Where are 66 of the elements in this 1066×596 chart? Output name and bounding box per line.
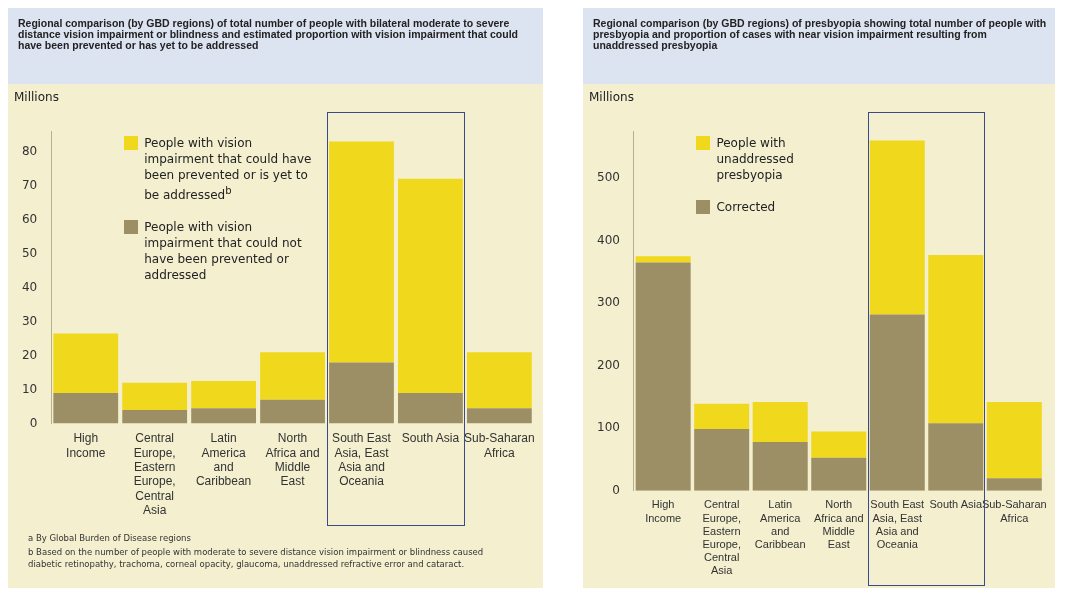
x-tick-label: South East Asia, East Asia and Oceania: [870, 498, 925, 551]
y-tick-label: 40: [21, 279, 38, 294]
bar: [752, 401, 808, 443]
y-tick-label: 30: [21, 313, 38, 328]
bar: [635, 256, 691, 263]
chart-title: Regional comparison (by GBD regions) of total number of people with bilateral moderate to severe distance vision impairment or blindness and estimated proportion with vision impairment that could have been prevented or has yet to be addressed: [8, 8, 543, 84]
bar: [869, 314, 925, 491]
y-tick-label: 400: [597, 232, 620, 247]
x-tick-label: Latin America and Caribbean: [754, 498, 806, 551]
text: a By Global Burden of Disease regions: [27, 532, 192, 544]
legend-label: Corrected: [716, 199, 776, 216]
bar: [811, 457, 867, 491]
chart-title: Regional comparison (by GBD regions) of presbyopia showing total number of people with presbyopia and proportion of cases with near vision impairment resulting from unaddressed presbyopia: [583, 8, 1055, 84]
bar: [986, 478, 1042, 491]
y-tick-label: 200: [597, 357, 620, 372]
bar: [398, 393, 463, 424]
bar: [122, 410, 188, 424]
x-tick-label: Latin America and Caribbean: [195, 431, 252, 489]
bar: [466, 352, 532, 409]
y-tick-label: 300: [597, 295, 620, 310]
y-tick-label: 50: [21, 245, 38, 260]
bar: [122, 382, 188, 410]
y-tick-label: 500: [597, 170, 620, 185]
bar: [635, 262, 691, 491]
x-tick-label: North Africa and Middle East: [265, 431, 320, 489]
legend-label: People with vision impairment that could not have been prevented or addressed: [144, 219, 303, 284]
bar: [329, 362, 394, 424]
bar: [191, 408, 257, 424]
y-tick-label: 10: [21, 381, 38, 396]
bar: [752, 442, 808, 491]
text: b Based on the number of people with moderate to severe distance vision impairment or blindness caused diabetic retinopathy, trachoma, corneal opacity, glaucoma, unaddressed refractive error and cataract.: [27, 546, 485, 570]
y-axis-title: Millions: [588, 89, 635, 106]
x-tick-label: Central Europe, Eastern Europe, Central Asia: [133, 431, 176, 518]
x-tick-label: High Income: [66, 431, 106, 460]
x-tick-label: Central Europe, Eastern Europe, Central Asia: [702, 498, 741, 577]
legend-label: People with unaddressed presbyopia: [716, 135, 795, 184]
bar: [191, 381, 257, 409]
bar: [53, 393, 119, 424]
y-tick-label: 0: [612, 482, 620, 497]
bar: [694, 403, 750, 429]
x-tick-label: South East Asia, East Asia and Oceania: [332, 431, 392, 489]
bar: [869, 140, 925, 315]
x-tick-label: South Asia: [401, 431, 460, 446]
bar: [260, 399, 325, 424]
bar: [928, 255, 984, 424]
y-tick-label: 20: [21, 347, 38, 362]
bar: [928, 423, 984, 491]
bar: [260, 352, 325, 400]
bar: [329, 141, 394, 363]
bar: [811, 431, 867, 458]
bar: [694, 428, 750, 491]
y-axis-title: Millions: [13, 89, 60, 106]
bar: [398, 178, 463, 393]
y-tick-label: 0: [29, 415, 38, 430]
x-tick-label: High Income: [645, 498, 682, 524]
y-tick-label: 100: [597, 420, 620, 435]
y-tick-label: 60: [21, 211, 38, 226]
bar: [986, 401, 1042, 479]
bar: [53, 333, 119, 393]
y-tick-label: 70: [21, 177, 38, 192]
legend-label: People with vision impairment that could have been prevented or is yet to be addressed$^{b}$: [144, 135, 313, 204]
y-tick-label: 80: [21, 143, 38, 158]
x-tick-label: North Africa and Middle East: [813, 498, 864, 551]
x-tick-label: South Asia: [929, 498, 983, 511]
bar: [466, 408, 532, 424]
x-tick-label: Sub-Saharan Africa: [464, 431, 535, 460]
